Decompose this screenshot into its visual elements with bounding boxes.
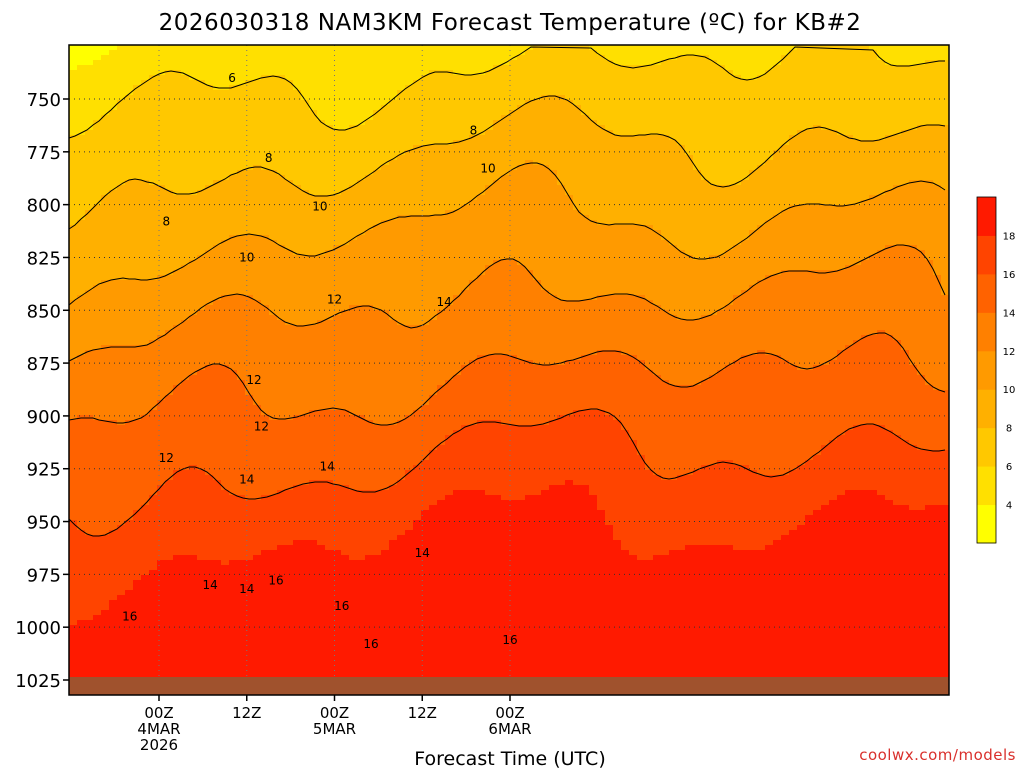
- y-tick-label: 825: [27, 248, 61, 269]
- colorbar-tick-label: 16: [1003, 270, 1016, 281]
- colorbar-tick-label: 18: [1003, 231, 1016, 242]
- x-tick-label: 6MAR: [488, 720, 531, 738]
- colorbar-swatch: [977, 427, 996, 467]
- colorbar-swatch: [977, 197, 996, 236]
- isotherm-label: 10: [239, 250, 254, 264]
- x-tick-label: 00Z: [144, 704, 173, 722]
- colorbar-tick-label: 8: [1006, 424, 1012, 435]
- isotherm-label: 14: [203, 578, 218, 592]
- colorbar-swatch: [977, 466, 996, 506]
- y-tick-label: 1000: [15, 618, 61, 639]
- x-tick-label: 12Z: [408, 704, 437, 722]
- ground-surface: [69, 677, 949, 695]
- colorbar-tick-label: 12: [1003, 347, 1016, 358]
- isotherm-8: [68, 95, 946, 230]
- colorbar-swatch: [977, 235, 996, 275]
- isotherm-label: 12: [159, 451, 174, 465]
- colorbar-swatch: [977, 504, 996, 544]
- x-tick-label: 00Z: [320, 704, 349, 722]
- isotherm-lines: [68, 46, 946, 537]
- y-tick-label: 875: [27, 354, 61, 375]
- isotherm-label: 14: [239, 582, 254, 596]
- isotherm-label: 10: [312, 200, 327, 214]
- isotherm-label: 14: [320, 460, 335, 474]
- colorbar-tick-label: 4: [1006, 501, 1012, 512]
- y-tick-label: 950: [27, 513, 61, 534]
- temperature-field: [69, 45, 950, 696]
- y-tick-label: 800: [27, 196, 61, 217]
- y-tick-label: 775: [27, 143, 61, 164]
- plot-frame: [68, 44, 950, 696]
- isotherm-label: 12: [254, 419, 269, 433]
- isotherm-label: 8: [265, 151, 273, 165]
- x-tick-label: 5MAR: [313, 720, 356, 738]
- isotherm-12: [68, 244, 946, 362]
- isotherm-14: [68, 332, 946, 426]
- isotherm-6: [68, 46, 945, 139]
- colorbar-tick-label: 14: [1003, 308, 1016, 319]
- isotherm-label: 12: [246, 373, 261, 387]
- x-tick-label: 4MAR: [137, 720, 180, 738]
- colorbar-swatch: [977, 312, 996, 352]
- credit-text: coolwx.com/models: [859, 746, 1016, 764]
- isotherm-16: [68, 408, 946, 537]
- colorbar-tick-label: 6: [1006, 462, 1012, 473]
- isotherm-labels: 6 8 8 8 10 10 10 12 12 12 12 14 14 14 14 14 14 16 16 16 16 16: [122, 71, 518, 651]
- y-tick-label: 750: [27, 90, 61, 111]
- y-tick-label: 850: [27, 301, 61, 322]
- colorbar-swatch: [977, 350, 996, 390]
- isotherm-label: 16: [268, 574, 283, 588]
- isotherm-label: 8: [470, 124, 478, 138]
- colorbar: 4 6 8 10 12 14 16 18: [976, 196, 1016, 544]
- isotherm-label: 16: [122, 610, 137, 624]
- colorbar-swatch: [977, 273, 996, 313]
- colorbar-swatch: [977, 389, 996, 429]
- isotherm-label: 10: [480, 162, 495, 176]
- isotherm-label: 12: [327, 293, 342, 307]
- isotherm-label: 16: [502, 633, 517, 647]
- isotherm-label: 14: [437, 295, 452, 309]
- isotherm-label: 6: [228, 71, 236, 85]
- y-tick-label: 900: [27, 407, 61, 428]
- chart-title: 2026030318 NAM3KM Forecast Temperature (…: [159, 10, 862, 36]
- y-tick-label: 1025: [15, 671, 61, 692]
- isotherm-label: 14: [415, 546, 430, 560]
- grid-lines: [69, 45, 949, 695]
- isotherm-label: 14: [239, 472, 254, 486]
- colorbar-tick-label: 10: [1003, 385, 1016, 396]
- x-tick-label: 00Z: [495, 704, 524, 722]
- isotherm-label: 8: [162, 215, 170, 229]
- y-tick-label: 975: [27, 565, 61, 586]
- isotherm-10: [68, 162, 946, 306]
- x-tick-label: 2026: [140, 736, 178, 754]
- y-tick-label: 925: [27, 460, 61, 481]
- x-tick-label: 12Z: [232, 704, 261, 722]
- x-axis-label: Forecast Time (UTC): [414, 748, 605, 768]
- isotherm-label: 16: [363, 637, 378, 651]
- pressure-axis: 750 775 800 825 850 875 900 925 950 975 1000 1025: [15, 90, 69, 692]
- isotherm-label: 16: [334, 599, 349, 613]
